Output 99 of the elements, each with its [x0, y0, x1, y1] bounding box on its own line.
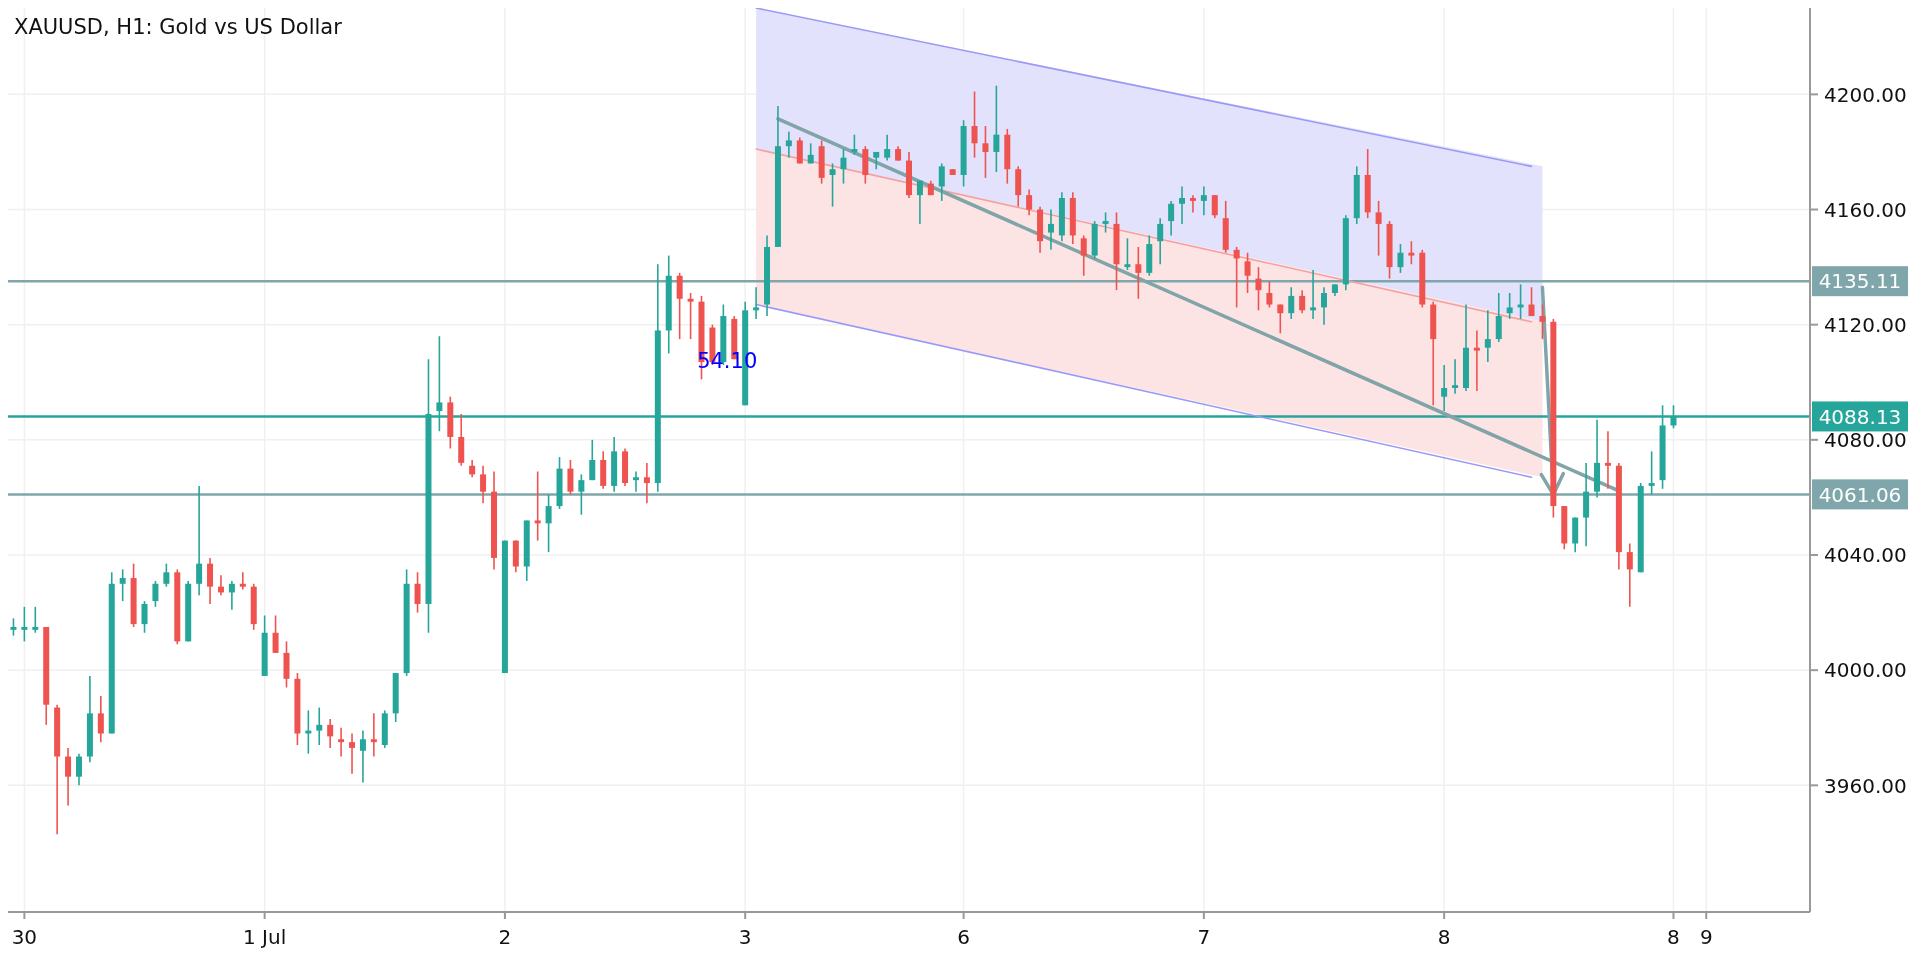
candlestick	[75, 752, 82, 787]
x-tick-label: 1 Jul	[243, 925, 287, 949]
candlestick	[1277, 303, 1284, 335]
candlestick	[480, 464, 487, 504]
candlestick	[840, 148, 847, 185]
candlestick	[1648, 450, 1655, 496]
candlestick	[152, 580, 159, 608]
candlestick	[1397, 243, 1404, 274]
candlestick	[578, 473, 585, 516]
ref-line-label: 4135.11	[1818, 269, 1902, 294]
chart-title: XAUUSD, H1: Gold vs US Dollar	[14, 15, 343, 39]
candlestick	[1528, 286, 1535, 317]
candlestick	[687, 292, 694, 340]
candlestick	[884, 133, 891, 162]
candlestick	[796, 136, 803, 165]
x-tick-label: 6	[957, 925, 970, 949]
candlestick	[545, 493, 552, 553]
candlestick	[676, 272, 683, 340]
candlestick	[971, 90, 978, 159]
candlestick	[1408, 240, 1415, 266]
candlestick	[1200, 185, 1207, 217]
candlestick	[327, 718, 334, 749]
candlestick	[1452, 358, 1459, 395]
candlestick	[65, 747, 72, 807]
candlestick	[916, 179, 923, 225]
candlestick	[851, 133, 858, 156]
candlestick	[1266, 280, 1273, 309]
candlestick	[207, 557, 214, 605]
candlestick	[753, 286, 760, 320]
candlestick	[370, 712, 377, 758]
candlestick	[643, 462, 650, 504]
y-tick-label: 4080.00	[1824, 428, 1907, 453]
x-tick-label: 3	[738, 925, 752, 949]
candlestick	[21, 606, 28, 643]
candlestick	[359, 729, 366, 784]
x-tick-label: 2	[498, 925, 512, 949]
candlestick	[1310, 269, 1317, 320]
candlestick	[534, 470, 541, 542]
x-tick-label: 9	[1699, 925, 1713, 949]
candlestick	[1288, 286, 1295, 320]
candlestick	[938, 162, 945, 202]
candlestick	[1244, 251, 1251, 294]
candlestick	[1102, 211, 1109, 234]
candlestick	[1047, 208, 1054, 251]
candlestick	[1604, 430, 1611, 490]
candlestick	[239, 571, 246, 591]
y-tick-label: 4160.00	[1824, 197, 1907, 222]
candlestick	[349, 732, 356, 775]
candlestick	[1506, 292, 1513, 320]
candlestick	[1473, 329, 1480, 392]
candlestick	[163, 562, 170, 588]
candlestick	[1233, 246, 1240, 309]
candlestick	[1157, 217, 1164, 266]
candlestick	[982, 125, 989, 179]
y-tick-label: 3960.00	[1824, 773, 1907, 798]
candlestick	[589, 439, 596, 481]
candlestick	[1375, 200, 1382, 257]
candlestick	[316, 706, 323, 746]
candlestick	[119, 568, 126, 602]
candlestick	[1124, 237, 1131, 271]
x-tick-label: 30	[11, 925, 38, 949]
candlestick	[32, 606, 39, 634]
candlestick	[993, 84, 1000, 173]
ref-line-label: 4061.06	[1818, 482, 1902, 507]
candlestick	[141, 600, 148, 634]
candlestick	[829, 162, 836, 208]
candlestick	[1189, 194, 1196, 214]
y-tick-label: 4040.00	[1824, 543, 1907, 568]
candlestick	[1495, 292, 1502, 343]
x-tick-label: 8	[1667, 925, 1680, 949]
y-tick-label: 4120.00	[1824, 312, 1907, 337]
candlestick	[1441, 364, 1448, 412]
candlestick	[1168, 200, 1175, 237]
candlestick	[228, 580, 235, 611]
candlestick	[305, 709, 312, 755]
candlestick	[1626, 542, 1633, 608]
candlestick	[785, 131, 792, 159]
candlestick	[1179, 185, 1186, 225]
candlestick	[1211, 194, 1218, 219]
candlestick	[1026, 188, 1033, 217]
candlestick	[1135, 246, 1142, 300]
candlestick	[338, 726, 345, 758]
candlestick	[1299, 289, 1306, 314]
candlestick	[1080, 234, 1087, 277]
candlestick	[272, 614, 279, 654]
candlestick	[1484, 309, 1491, 363]
y-tick-label: 4200.00	[1824, 82, 1907, 107]
candlestick	[632, 470, 639, 493]
candlestick	[1539, 303, 1546, 340]
ref-line-label: 4088.13	[1818, 404, 1902, 429]
candlestick	[414, 571, 421, 614]
y-tick-label: 4000.00	[1824, 658, 1907, 683]
candlestick	[1255, 266, 1262, 312]
candlestick	[1321, 286, 1328, 326]
candlestick	[567, 459, 574, 496]
candlestick	[97, 695, 104, 743]
x-tick-label: 7	[1197, 925, 1211, 949]
x-tick-label: 8	[1437, 925, 1451, 949]
candlestick	[196, 485, 203, 597]
